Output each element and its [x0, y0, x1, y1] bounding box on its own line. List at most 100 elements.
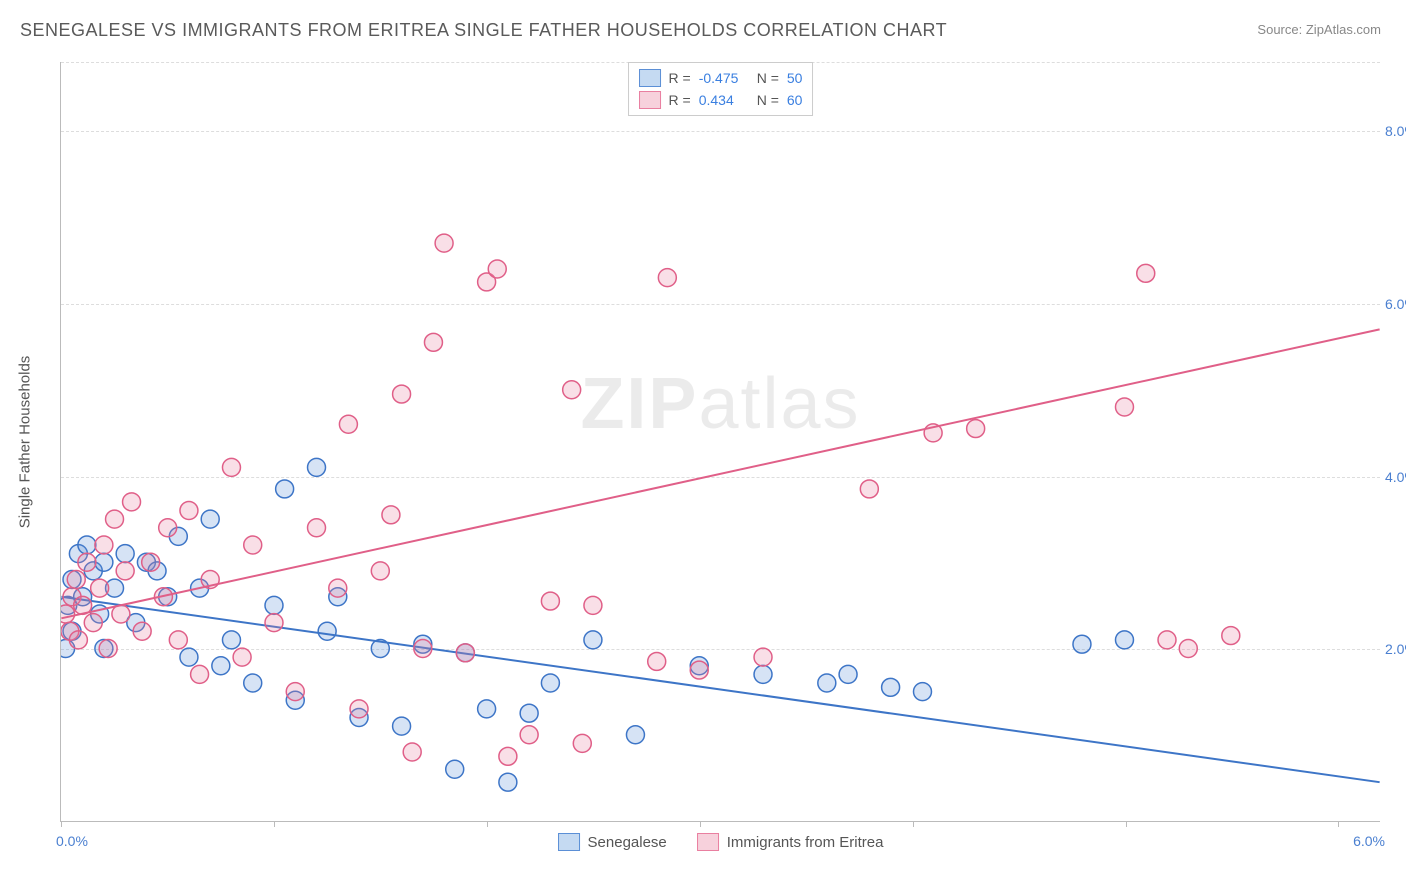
- data-point: [78, 536, 96, 554]
- data-point: [222, 458, 240, 476]
- legend-row: R = -0.475 N = 50: [639, 67, 803, 89]
- data-point: [541, 674, 559, 692]
- data-point: [133, 622, 151, 640]
- data-point: [520, 704, 538, 722]
- legend-swatch: [639, 91, 661, 109]
- data-point: [339, 415, 357, 433]
- data-point: [78, 553, 96, 571]
- x-tick: [913, 821, 914, 827]
- data-point: [329, 579, 347, 597]
- data-point: [541, 592, 559, 610]
- data-point: [191, 665, 209, 683]
- data-point: [414, 640, 432, 658]
- data-point: [1115, 398, 1133, 416]
- legend-swatch: [558, 833, 580, 851]
- data-point: [382, 506, 400, 524]
- data-point: [403, 743, 421, 761]
- data-point: [308, 458, 326, 476]
- n-value: 50: [787, 70, 803, 86]
- data-point: [520, 726, 538, 744]
- data-point: [159, 519, 177, 537]
- plot-svg: [61, 62, 1380, 821]
- data-point: [212, 657, 230, 675]
- data-point: [276, 480, 294, 498]
- x-tick: [274, 821, 275, 827]
- r-label: R =: [669, 70, 691, 86]
- data-point: [860, 480, 878, 498]
- data-point: [106, 510, 124, 528]
- n-value: 60: [787, 92, 803, 108]
- data-point: [424, 333, 442, 351]
- data-point: [573, 734, 591, 752]
- chart-area: Single Father Households ZIPatlas 2.0%4.…: [60, 62, 1380, 822]
- data-point: [584, 631, 602, 649]
- data-point: [308, 519, 326, 537]
- y-axis-label: Single Father Households: [17, 356, 34, 529]
- data-point: [882, 678, 900, 696]
- x-tick: [61, 821, 62, 827]
- data-point: [244, 674, 262, 692]
- x-tick: [1338, 821, 1339, 827]
- y-tick-label: 2.0%: [1385, 641, 1406, 657]
- trend-line: [61, 329, 1379, 618]
- x-tick-label-max: 6.0%: [1353, 833, 1385, 849]
- data-point: [84, 614, 102, 632]
- data-point: [116, 562, 134, 580]
- r-label: R =: [669, 92, 691, 108]
- data-point: [116, 545, 134, 563]
- data-point: [563, 381, 581, 399]
- data-point: [1179, 640, 1197, 658]
- data-point: [112, 605, 130, 623]
- data-point: [318, 622, 336, 640]
- data-point: [393, 385, 411, 403]
- data-point: [499, 747, 517, 765]
- data-point: [286, 683, 304, 701]
- data-point: [123, 493, 141, 511]
- data-point: [1137, 264, 1155, 282]
- data-point: [95, 536, 113, 554]
- data-point: [180, 502, 198, 520]
- source-link[interactable]: ZipAtlas.com: [1306, 22, 1381, 37]
- data-point: [1222, 627, 1240, 645]
- data-point: [393, 717, 411, 735]
- data-point: [201, 510, 219, 528]
- data-point: [99, 640, 117, 658]
- data-point: [446, 760, 464, 778]
- x-tick: [700, 821, 701, 827]
- data-point: [754, 665, 772, 683]
- data-point: [371, 562, 389, 580]
- data-point: [914, 683, 932, 701]
- y-tick-label: 6.0%: [1385, 296, 1406, 312]
- data-point: [142, 553, 160, 571]
- chart-title: SENEGALESE VS IMMIGRANTS FROM ERITREA SI…: [20, 20, 947, 41]
- data-point: [1158, 631, 1176, 649]
- data-point: [233, 648, 251, 666]
- data-point: [839, 665, 857, 683]
- data-point: [754, 648, 772, 666]
- source-label: Source:: [1257, 22, 1302, 37]
- n-label: N =: [757, 70, 779, 86]
- data-point: [648, 652, 666, 670]
- data-point: [584, 596, 602, 614]
- plot-region: ZIPatlas 2.0%4.0%6.0%8.0% 0.0% 6.0% R =-…: [60, 62, 1380, 822]
- data-point: [626, 726, 644, 744]
- x-tick: [1126, 821, 1127, 827]
- x-tick-label-min: 0.0%: [56, 833, 88, 849]
- data-point: [818, 674, 836, 692]
- legend-item: Senegalese: [558, 833, 667, 851]
- r-value: -0.475: [699, 70, 749, 86]
- y-tick-label: 4.0%: [1385, 469, 1406, 485]
- y-tick-label: 8.0%: [1385, 123, 1406, 139]
- data-point: [488, 260, 506, 278]
- data-point: [69, 631, 87, 649]
- data-point: [690, 661, 708, 679]
- data-point: [658, 269, 676, 287]
- data-point: [180, 648, 198, 666]
- data-point: [265, 596, 283, 614]
- data-point: [67, 571, 85, 589]
- source-attribution: Source: ZipAtlas.com: [1257, 22, 1381, 37]
- data-point: [456, 644, 474, 662]
- data-point: [478, 700, 496, 718]
- data-point: [61, 605, 75, 623]
- series-legend: SenegaleseImmigrants from Eritrea: [558, 833, 884, 851]
